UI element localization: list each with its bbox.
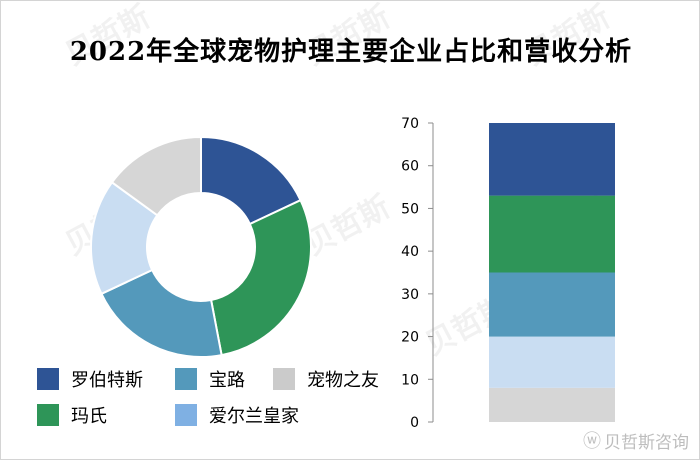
bar-segment-1 — [489, 336, 615, 388]
y-tick-label: 40 — [401, 244, 419, 260]
footer-brand: ⓦ 贝哲斯咨询 — [583, 427, 689, 453]
y-tick-label: 70 — [401, 116, 419, 132]
legend-swatch — [37, 368, 59, 390]
legend-item: 玛氏 — [37, 403, 107, 427]
legend-item: 爱尔兰皇家 — [175, 403, 299, 427]
bar-segment-2 — [489, 272, 615, 337]
y-tick-label: 20 — [401, 330, 419, 346]
legend-label: 罗伯特斯 — [71, 370, 143, 391]
legend-swatch — [175, 368, 197, 390]
legend-swatch — [175, 404, 197, 426]
bar-segment-0 — [489, 387, 615, 422]
weibo-icon: ⓦ — [583, 431, 601, 452]
legend-swatch — [273, 368, 295, 390]
bar-segment-3 — [489, 195, 615, 273]
bar-segment-4 — [489, 123, 615, 196]
legend-label: 宝路 — [209, 370, 245, 391]
y-tick-label: 30 — [401, 287, 419, 303]
footer-text: 贝哲斯咨询 — [604, 432, 689, 453]
y-tick-label: 60 — [401, 159, 419, 175]
legend-swatch — [37, 404, 59, 426]
chart-title: 2022年全球宠物护理主要企业占比和营收分析 — [69, 37, 633, 67]
legend-label: 爱尔兰皇家 — [209, 406, 299, 427]
y-tick-label: 0 — [410, 415, 419, 431]
donut-slice-2 — [100, 268, 223, 358]
y-tick-label: 50 — [401, 201, 419, 217]
legend-item: 宠物之友 — [273, 367, 379, 391]
legend-label: 玛氏 — [71, 406, 107, 427]
legend-label: 宠物之友 — [307, 370, 379, 391]
legend-item: 宝路 — [175, 367, 245, 391]
y-tick-label: 10 — [401, 372, 419, 388]
legend: 罗伯特斯 宝路 宠物之友玛氏 爱尔兰皇家 — [37, 367, 417, 431]
donut-slice-4 — [110, 135, 202, 217]
donut-slice-0 — [200, 135, 302, 226]
legend-item: 罗伯特斯 — [37, 367, 143, 391]
donut-slice-1 — [209, 198, 312, 357]
